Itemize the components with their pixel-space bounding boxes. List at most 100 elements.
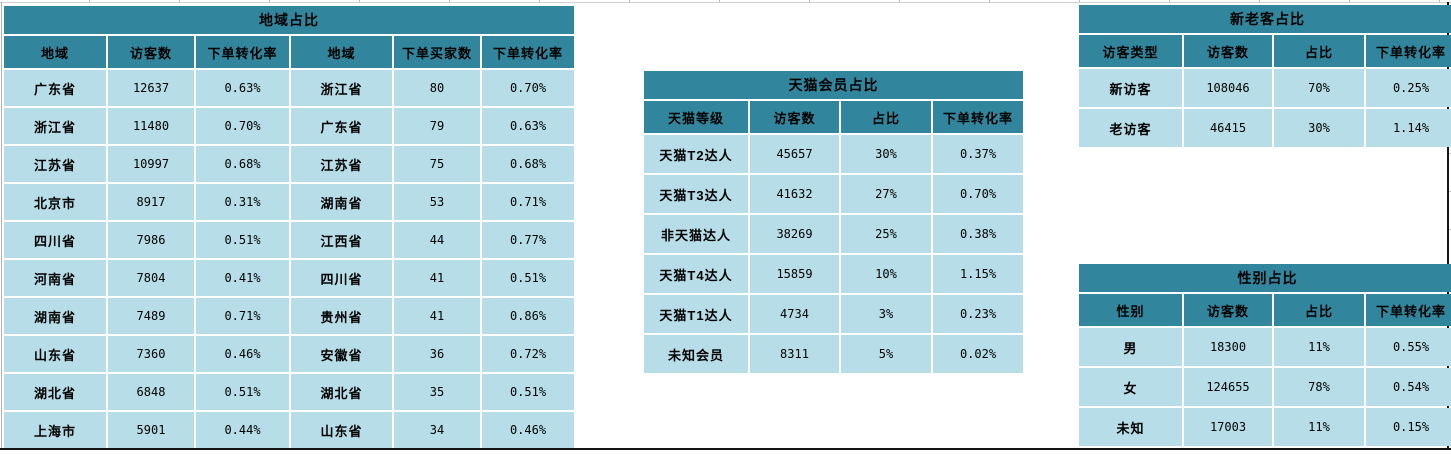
region-cell[interactable]: 江苏省 [4, 146, 106, 182]
gender-cell[interactable]: 未知 [1079, 408, 1182, 446]
region-cell[interactable]: 贵州省 [291, 298, 392, 334]
region-table-title[interactable]: 地域占比 [4, 6, 575, 34]
region-cell[interactable]: 7489 [108, 298, 194, 334]
region-cell[interactable]: 安徽省 [291, 336, 392, 372]
region-cell[interactable]: 浙江省 [291, 70, 392, 106]
region-cell[interactable]: 80 [394, 70, 480, 106]
tmall-cell[interactable]: 30% [841, 135, 931, 173]
region-cell[interactable]: 79 [394, 108, 480, 144]
tmall-cell[interactable]: 38269 [750, 215, 839, 253]
region-column-header[interactable]: 下单买家数 [394, 36, 480, 68]
visitor_type-column-header[interactable]: 占比 [1274, 35, 1364, 67]
gender-column-header[interactable]: 访客数 [1184, 294, 1272, 326]
visitor_type-column-header[interactable]: 访客类型 [1079, 35, 1182, 67]
region-cell[interactable]: 0.44% [196, 412, 289, 448]
tmall-column-header[interactable]: 访客数 [750, 101, 839, 133]
region-cell[interactable]: 7804 [108, 260, 194, 296]
tmall-cell[interactable]: 4734 [750, 295, 839, 333]
region-cell[interactable]: 江西省 [291, 222, 392, 258]
region-cell[interactable]: 湖北省 [291, 374, 392, 410]
visitor_type-cell[interactable]: 108046 [1184, 69, 1272, 107]
region-cell[interactable]: 35 [394, 374, 480, 410]
region-cell[interactable]: 0.51% [482, 260, 575, 296]
tmall-cell[interactable]: 天猫T4达人 [644, 255, 748, 293]
gender-cell[interactable]: 女 [1079, 368, 1182, 406]
gender-cell[interactable]: 0.15% [1366, 408, 1451, 446]
region-cell[interactable]: 北京市 [4, 184, 106, 220]
region-cell[interactable]: 0.68% [196, 146, 289, 182]
gender-cell[interactable]: 0.54% [1366, 368, 1451, 406]
gender-column-header[interactable]: 下单转化率 [1366, 294, 1451, 326]
region-cell[interactable]: 0.86% [482, 298, 575, 334]
region-cell[interactable]: 湖南省 [291, 184, 392, 220]
tmall-table-title[interactable]: 天猫会员占比 [644, 71, 1023, 99]
tmall-column-header[interactable]: 天猫等级 [644, 101, 748, 133]
region-cell[interactable]: 0.68% [482, 146, 575, 182]
tmall-cell[interactable]: 天猫T1达人 [644, 295, 748, 333]
tmall-cell[interactable]: 天猫T3达人 [644, 175, 748, 213]
gender-table-title[interactable]: 性别占比 [1079, 264, 1451, 292]
tmall-cell[interactable]: 25% [841, 215, 931, 253]
region-cell[interactable]: 8917 [108, 184, 194, 220]
region-cell[interactable]: 0.51% [196, 222, 289, 258]
visitor_type-column-header[interactable]: 下单转化率 [1366, 35, 1451, 67]
visitor_type-cell[interactable]: 新访客 [1079, 69, 1182, 107]
region-cell[interactable]: 四川省 [4, 222, 106, 258]
region-cell[interactable]: 湖北省 [4, 374, 106, 410]
tmall-cell[interactable]: 0.38% [933, 215, 1023, 253]
region-cell[interactable]: 0.51% [482, 374, 575, 410]
region-cell[interactable]: 44 [394, 222, 480, 258]
region-cell[interactable]: 36 [394, 336, 480, 372]
tmall-cell[interactable]: 天猫T2达人 [644, 135, 748, 173]
region-cell[interactable]: 75 [394, 146, 480, 182]
tmall-cell[interactable]: 3% [841, 295, 931, 333]
region-cell[interactable]: 12637 [108, 70, 194, 106]
region-cell[interactable]: 5901 [108, 412, 194, 448]
region-cell[interactable]: 0.63% [196, 70, 289, 106]
tmall-cell[interactable]: 8311 [750, 335, 839, 373]
region-cell[interactable]: 7986 [108, 222, 194, 258]
region-cell[interactable]: 四川省 [291, 260, 392, 296]
gender-cell[interactable]: 男 [1079, 328, 1182, 366]
visitor_type-cell[interactable]: 70% [1274, 69, 1364, 107]
region-column-header[interactable]: 访客数 [108, 36, 194, 68]
gender-cell[interactable]: 78% [1274, 368, 1364, 406]
tmall-cell[interactable]: 1.15% [933, 255, 1023, 293]
tmall-column-header[interactable]: 占比 [841, 101, 931, 133]
tmall-cell[interactable]: 45657 [750, 135, 839, 173]
region-cell[interactable]: 11480 [108, 108, 194, 144]
region-cell[interactable]: 0.71% [482, 184, 575, 220]
tmall-cell[interactable]: 41632 [750, 175, 839, 213]
region-cell[interactable]: 34 [394, 412, 480, 448]
region-cell[interactable]: 广东省 [4, 70, 106, 106]
region-cell[interactable]: 41 [394, 260, 480, 296]
region-cell[interactable]: 浙江省 [4, 108, 106, 144]
region-cell[interactable]: 山东省 [291, 412, 392, 448]
region-cell[interactable]: 广东省 [291, 108, 392, 144]
gender-cell[interactable]: 0.55% [1366, 328, 1451, 366]
region-cell[interactable]: 0.72% [482, 336, 575, 372]
region-cell[interactable]: 6848 [108, 374, 194, 410]
tmall-cell[interactable]: 0.37% [933, 135, 1023, 173]
gender-cell[interactable]: 11% [1274, 328, 1364, 366]
visitor_type-cell[interactable]: 1.14% [1366, 109, 1451, 147]
visitor_type-column-header[interactable]: 访客数 [1184, 35, 1272, 67]
region-cell[interactable]: 0.41% [196, 260, 289, 296]
tmall-cell[interactable]: 5% [841, 335, 931, 373]
region-cell[interactable]: 0.70% [196, 108, 289, 144]
region-cell[interactable]: 0.77% [482, 222, 575, 258]
region-cell[interactable]: 山东省 [4, 336, 106, 372]
region-cell[interactable]: 0.46% [196, 336, 289, 372]
visitor_type-cell[interactable]: 30% [1274, 109, 1364, 147]
region-cell[interactable]: 上海市 [4, 412, 106, 448]
gender-cell[interactable]: 11% [1274, 408, 1364, 446]
tmall-cell[interactable]: 15859 [750, 255, 839, 293]
region-cell[interactable]: 河南省 [4, 260, 106, 296]
region-column-header[interactable]: 下单转化率 [196, 36, 289, 68]
region-column-header[interactable]: 地域 [4, 36, 106, 68]
region-cell[interactable]: 0.70% [482, 70, 575, 106]
visitor_type-cell[interactable]: 46415 [1184, 109, 1272, 147]
gender-column-header[interactable]: 占比 [1274, 294, 1364, 326]
region-cell[interactable]: 41 [394, 298, 480, 334]
tmall-cell[interactable]: 27% [841, 175, 931, 213]
